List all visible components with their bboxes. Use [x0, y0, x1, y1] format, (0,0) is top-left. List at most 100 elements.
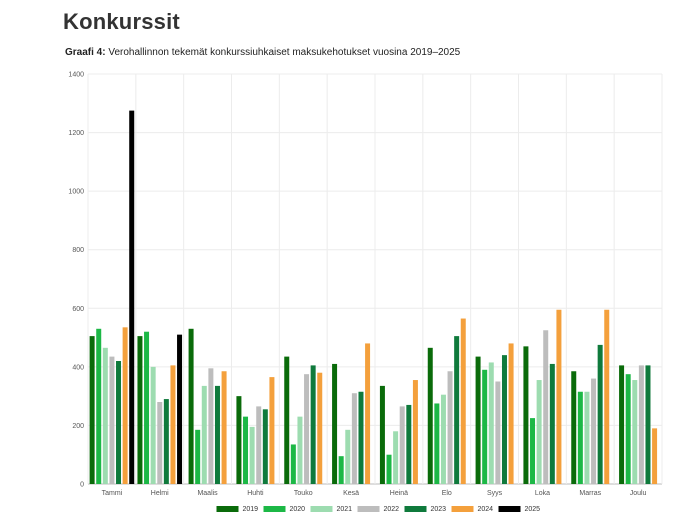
bar-2024-7	[412, 380, 418, 484]
bar-2019-9	[475, 356, 481, 484]
bar-2022-3	[208, 368, 214, 484]
bar-2022-5	[304, 374, 310, 484]
bar-2020-10	[530, 418, 536, 484]
bar-2021-4	[249, 426, 255, 484]
y-tick-label: 200	[72, 423, 84, 430]
bar-2021-1	[102, 347, 108, 484]
x-tick-label: Syys	[487, 490, 503, 497]
bar-2024-1	[122, 327, 128, 484]
bar-2022-1	[109, 356, 115, 484]
bar-2020-7	[386, 454, 392, 484]
bar-2024-4	[269, 377, 275, 484]
y-tick-label: 400	[72, 364, 84, 371]
bar-2024-6	[365, 343, 371, 484]
x-tick-label: Helmi	[151, 490, 169, 497]
x-tick-label: Tammi	[102, 490, 123, 497]
bar-2020-12	[625, 374, 631, 484]
bar-2019-1	[89, 336, 95, 484]
bar-2023-5	[310, 365, 316, 484]
y-tick-label: 1000	[68, 189, 84, 196]
y-tick-label: 800	[72, 247, 84, 254]
bar-2023-2	[163, 399, 169, 484]
bar-2020-5	[290, 444, 296, 484]
bar-2024-2	[170, 365, 176, 484]
bar-2021-8	[440, 394, 446, 484]
bar-2022-12	[638, 365, 644, 484]
bar-2020-2	[144, 331, 150, 484]
legend-label-2023: 2023	[431, 506, 447, 513]
legend-label-2024: 2024	[478, 506, 494, 513]
bar-2024-8	[460, 318, 466, 484]
x-tick-label: Touko	[294, 490, 313, 497]
bar-2019-6	[332, 363, 338, 484]
bar-2020-8	[434, 403, 440, 484]
bar-2021-3	[201, 385, 207, 484]
bar-2019-7	[379, 385, 385, 484]
bar-2020-4	[243, 416, 249, 484]
legend-swatch-2022	[357, 506, 380, 512]
bar-2023-3	[214, 385, 220, 484]
bar-2019-11	[571, 371, 577, 484]
legend-label-2019: 2019	[243, 506, 259, 513]
legend-swatch-2020	[263, 506, 286, 512]
legend-swatch-2023	[404, 506, 427, 512]
bar-2020-11	[577, 391, 583, 484]
bar-2024-12	[652, 428, 658, 484]
y-tick-label: 600	[72, 306, 84, 313]
caption-label: Graafi 4:	[65, 47, 106, 58]
legend-swatch-2021	[310, 506, 333, 512]
bar-2024-3	[221, 371, 227, 484]
bar-2022-9	[495, 381, 501, 484]
bar-2024-11	[604, 309, 610, 484]
page-title: Konkurssit	[63, 9, 180, 34]
legend-label-2021: 2021	[337, 506, 353, 513]
legend-swatch-2025	[498, 506, 521, 512]
bar-2019-2	[137, 336, 143, 484]
legend-label-2025: 2025	[525, 506, 541, 513]
x-tick-label: Elo	[442, 490, 452, 497]
bar-2019-8	[427, 347, 433, 484]
bar-2022-2	[157, 402, 163, 484]
y-tick-label: 1400	[68, 72, 84, 79]
bar-2022-10	[543, 330, 549, 484]
chart-caption: Graafi 4: Verohallinnon tekemät konkurss…	[65, 47, 460, 58]
bar-2021-5	[297, 416, 303, 484]
legend-label-2020: 2020	[290, 506, 306, 513]
bar-2022-4	[256, 406, 262, 484]
bar-2020-1	[96, 328, 102, 484]
bar-2024-9	[508, 343, 514, 484]
x-tick-label: Loka	[535, 490, 550, 497]
bar-2022-6	[351, 393, 357, 484]
bar-2023-11	[597, 344, 603, 484]
bar-2019-5	[284, 356, 290, 484]
bar-2025-2	[177, 334, 183, 484]
bar-2024-10	[556, 309, 562, 484]
bar-2020-9	[482, 369, 488, 484]
legend-label-2022: 2022	[384, 506, 400, 513]
bar-2019-10	[523, 346, 529, 484]
bar-2019-3	[188, 328, 194, 484]
bar-2024-5	[317, 372, 323, 484]
x-tick-label: Marras	[579, 490, 601, 497]
bar-2023-12	[645, 365, 651, 484]
bar-2022-8	[447, 371, 453, 484]
y-tick-label: 0	[80, 482, 84, 489]
x-tick-label: Kesä	[343, 490, 359, 497]
bar-2023-8	[454, 336, 460, 484]
legend-swatch-2024	[451, 506, 474, 512]
bar-2023-7	[406, 404, 412, 484]
bar-2021-12	[632, 380, 638, 484]
x-tick-label: Huhti	[247, 490, 264, 497]
bar-2021-9	[488, 362, 494, 484]
bar-2021-10	[536, 380, 542, 484]
bar-2023-10	[549, 363, 555, 484]
y-tick-label: 1200	[68, 130, 84, 137]
bar-2025-1	[129, 110, 135, 485]
x-tick-label: Maalis	[197, 490, 218, 497]
x-tick-label: Joulu	[630, 490, 647, 497]
bar-2021-7	[393, 431, 399, 484]
bar-2020-6	[338, 456, 344, 484]
bar-2021-6	[345, 429, 351, 484]
bar-2020-3	[195, 429, 201, 484]
